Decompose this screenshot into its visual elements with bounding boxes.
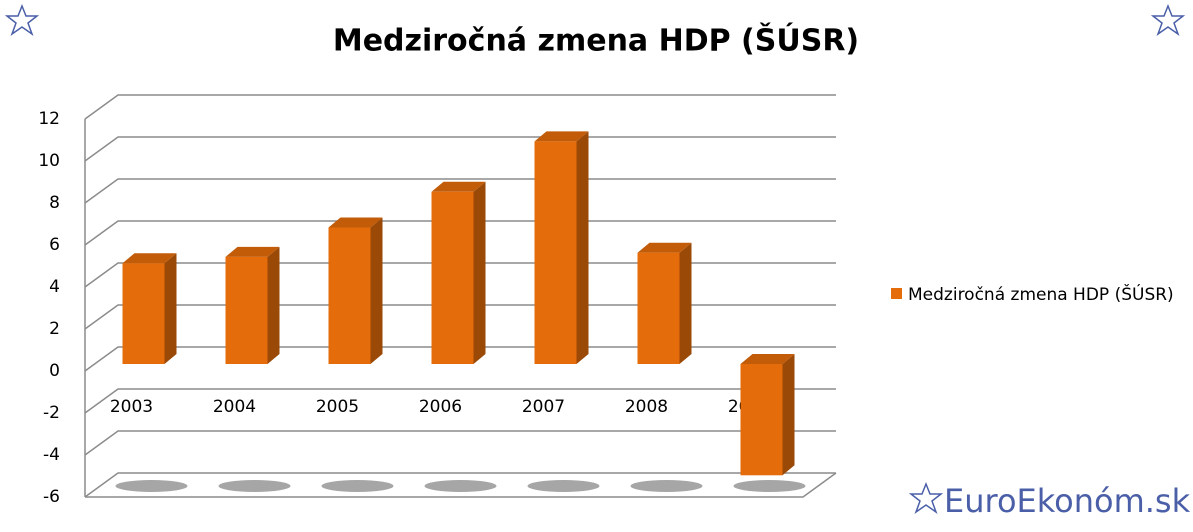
bar-top (740, 354, 795, 364)
x-tick-label: 2003 (110, 397, 153, 417)
bar-shadow (218, 480, 291, 492)
bar-side (267, 246, 280, 364)
bar-top (637, 242, 692, 253)
star-icon (908, 481, 944, 514)
bar-side (576, 131, 589, 364)
grid-line (84, 472, 836, 498)
x-tick-label: 2008 (625, 397, 668, 417)
star-icon (4, 3, 40, 36)
bar (431, 191, 474, 364)
bar-top (122, 253, 177, 264)
y-tick-label: -2 (43, 403, 60, 423)
grid-line (84, 220, 836, 246)
grid-line (84, 304, 836, 330)
bar-side (370, 217, 383, 364)
bar-top (431, 181, 486, 192)
grid-line (84, 178, 836, 204)
bar-shadow (733, 480, 806, 492)
bar-top (225, 246, 280, 257)
y-tick-label: 10 (38, 151, 60, 171)
y-tick-label: 2 (49, 319, 60, 339)
legend-label: Medziročná zmena HDP (ŠÚSR) (908, 283, 1174, 305)
bar-top (328, 217, 383, 228)
bar-top (534, 131, 589, 142)
star-icon (1150, 3, 1186, 36)
y-tick-label: 4 (49, 277, 60, 297)
grid-line (84, 136, 836, 162)
bar-shadow (321, 480, 394, 492)
bar (637, 252, 680, 364)
y-tick-label: -6 (43, 487, 60, 507)
x-tick-label: 2004 (213, 397, 256, 417)
x-tick-label: 2006 (419, 397, 462, 417)
grid-line (84, 94, 836, 120)
grid-line (84, 388, 836, 414)
bar-shadow (527, 480, 600, 492)
floor-edge (85, 472, 837, 498)
bar-side (782, 354, 795, 476)
watermark: EuroEkonóm.sk (944, 482, 1191, 520)
chart-title: Medziročná zmena HDP (ŠÚSR) (333, 22, 859, 59)
bar (328, 227, 371, 364)
grid-line (84, 430, 836, 456)
bar (225, 256, 268, 364)
bar (534, 141, 577, 364)
x-tick-label: 2005 (316, 397, 359, 417)
bar-side (679, 242, 692, 364)
x-tick-label: 2007 (522, 397, 565, 417)
legend-swatch (891, 288, 902, 299)
grid-line (84, 346, 836, 372)
bar-shadow (115, 480, 188, 492)
bar (122, 263, 165, 364)
bar-side (164, 253, 177, 364)
bar (740, 364, 783, 476)
bar-side (473, 181, 486, 364)
y-tick-label: 6 (49, 235, 60, 255)
y-tick-label: 8 (49, 193, 60, 213)
bar-shadow (424, 480, 497, 492)
y-tick-label: 0 (49, 361, 60, 381)
y-tick-label: 12 (38, 109, 60, 129)
grid-line (84, 262, 836, 288)
y-tick-label: -4 (43, 445, 60, 465)
bar-shadow (630, 480, 703, 492)
